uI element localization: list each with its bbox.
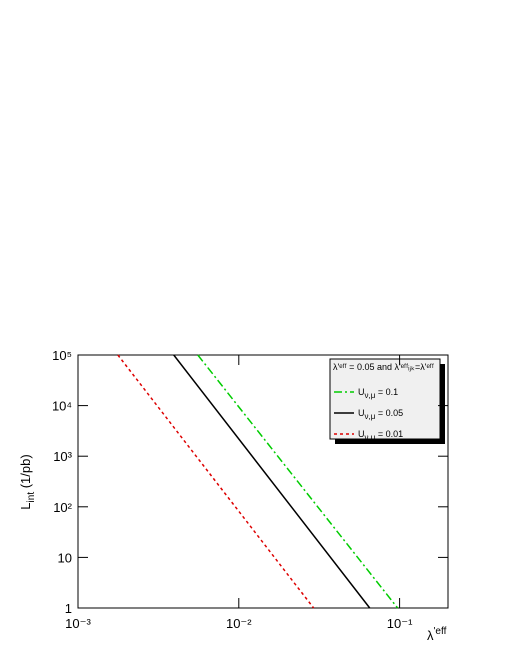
legend — [329, 358, 441, 440]
series-line — [197, 354, 399, 609]
series-line — [117, 354, 315, 609]
legend-label: Uν,μ = 0.05 — [358, 408, 403, 421]
x-axis-title: λ'eff — [427, 626, 447, 643]
y-tick-label: 10⁵ — [52, 348, 72, 363]
legend-label: Uν,μ = 0.01 — [358, 429, 403, 442]
y-axis-title: Lint (1/pb) — [18, 454, 37, 509]
series-line — [173, 354, 371, 609]
y-tick-label: 10² — [53, 500, 72, 515]
y-tick-label: 1 — [65, 601, 72, 616]
x-tick-label: 10⁻³ — [65, 616, 91, 631]
y-tick-label: 10⁴ — [52, 399, 72, 414]
plot-frame — [77, 354, 449, 609]
legend-title: λ'ᵉᶠᶠ = 0.05 and λ'ᵉᶠᶠᵢⱼₖ=λ'ᵉᶠᶠ — [333, 362, 434, 372]
y-tick-label: 10³ — [53, 449, 72, 464]
legend-label: Uν,μ = 0.1 — [358, 387, 398, 400]
x-tick-label: 10⁻¹ — [387, 616, 413, 631]
y-tick-label: 10 — [58, 550, 72, 565]
x-tick-label: 10⁻² — [226, 616, 252, 631]
